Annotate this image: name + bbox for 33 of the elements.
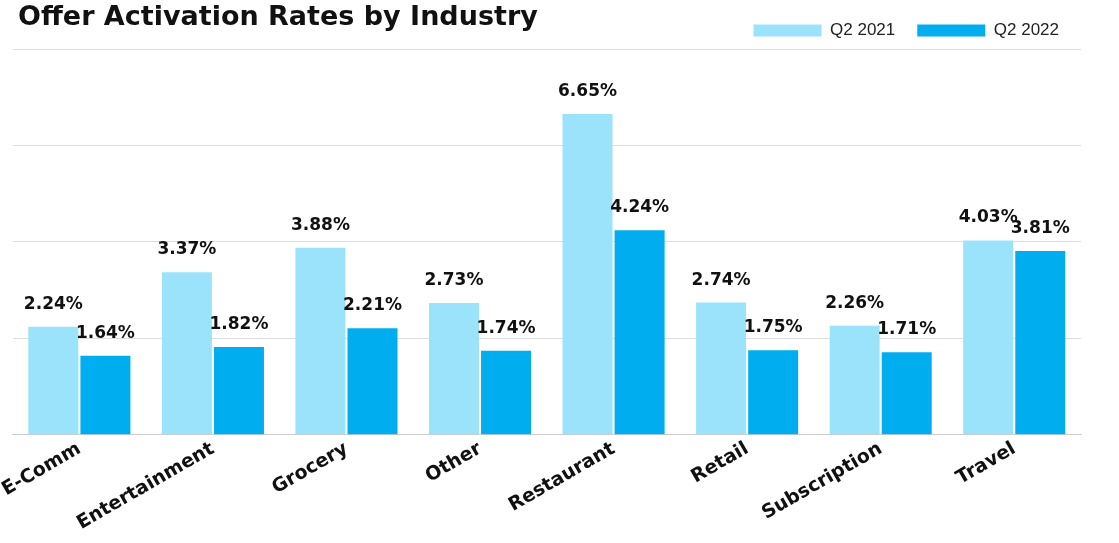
data-label: 4.24%: [610, 196, 670, 217]
bar: [881, 352, 932, 435]
data-label: 2.26%: [825, 291, 885, 312]
data-label: 6.65%: [558, 80, 618, 101]
bar: [696, 302, 747, 435]
chart-title: Offer Activation Rates by Industry: [18, 0, 538, 31]
bar: [161, 272, 212, 435]
bar: [80, 355, 131, 435]
data-label: 1.74%: [476, 316, 536, 337]
bar: [829, 325, 880, 435]
bar: [963, 240, 1014, 435]
legend-label: Q2 2021: [830, 20, 896, 40]
bar: [614, 230, 665, 435]
data-label: 1.71%: [877, 318, 937, 339]
bar: [28, 326, 79, 435]
bar: [295, 247, 346, 435]
data-label: 3.88%: [290, 213, 350, 234]
data-label: 1.75%: [743, 316, 803, 337]
bar: [748, 350, 799, 435]
bar: [347, 328, 398, 435]
data-label: 1.64%: [75, 321, 135, 342]
bar: [213, 346, 264, 435]
data-label: 3.37%: [157, 238, 217, 259]
data-label: 2.74%: [691, 268, 751, 289]
bar: [428, 303, 479, 435]
bar: [562, 114, 613, 435]
bar: [481, 350, 532, 435]
data-label: 2.73%: [424, 269, 484, 290]
legend-label: Q2 2022: [993, 20, 1060, 40]
bar: [1015, 251, 1066, 435]
data-label: 2.24%: [23, 292, 83, 313]
data-label: 2.21%: [343, 294, 402, 315]
data-label: 1.82%: [209, 312, 269, 333]
